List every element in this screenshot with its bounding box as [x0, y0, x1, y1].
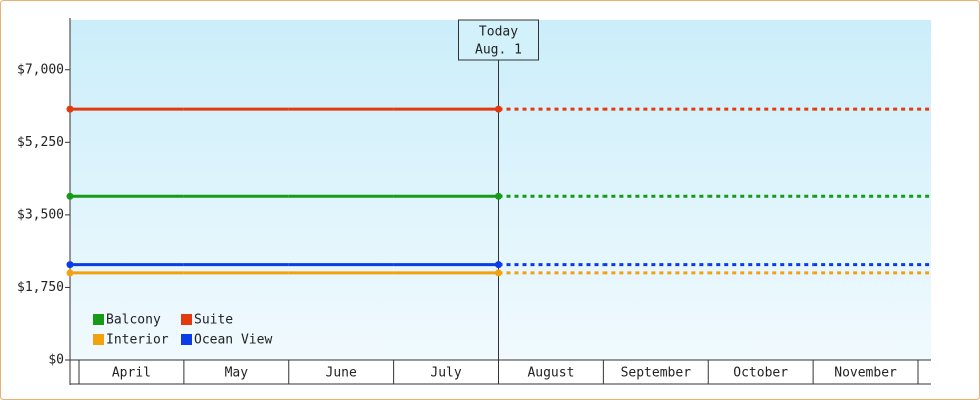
y-tick-label: $3,500: [17, 207, 64, 222]
legend-label: Suite: [194, 313, 233, 328]
point: [66, 269, 74, 277]
y-tick-label: $7,000: [17, 62, 64, 77]
x-tick-label: October: [733, 366, 788, 381]
legend-swatch: [93, 314, 104, 325]
x-tick-label: July: [430, 366, 461, 381]
legend-swatch: [181, 314, 192, 325]
point: [66, 192, 74, 200]
today-date: Aug. 1: [475, 43, 522, 58]
legend-label: Interior: [106, 333, 169, 348]
point: [495, 192, 502, 200]
x-tick-label: June: [326, 366, 357, 381]
point: [495, 261, 502, 269]
x-tick-label: April: [112, 366, 151, 381]
legend-label: Balcony: [106, 313, 161, 328]
y-tick-label: $0: [48, 353, 64, 368]
today-title: Today: [479, 25, 518, 40]
legend-label: Ocean View: [194, 333, 272, 348]
point: [66, 261, 74, 269]
legend-swatch: [181, 334, 192, 345]
point: [66, 105, 74, 113]
point: [495, 269, 502, 277]
x-tick-label: November: [834, 366, 897, 381]
legend-swatch: [93, 334, 104, 345]
today-box: [458, 19, 539, 61]
plot-area: [70, 20, 931, 360]
y-tick-label: $5,250: [17, 135, 64, 150]
y-tick-label: $1,750: [17, 280, 64, 295]
x-tick-label: September: [621, 366, 692, 381]
x-tick-label: August: [527, 366, 574, 381]
point: [495, 105, 502, 113]
x-tick-label: May: [225, 366, 249, 381]
